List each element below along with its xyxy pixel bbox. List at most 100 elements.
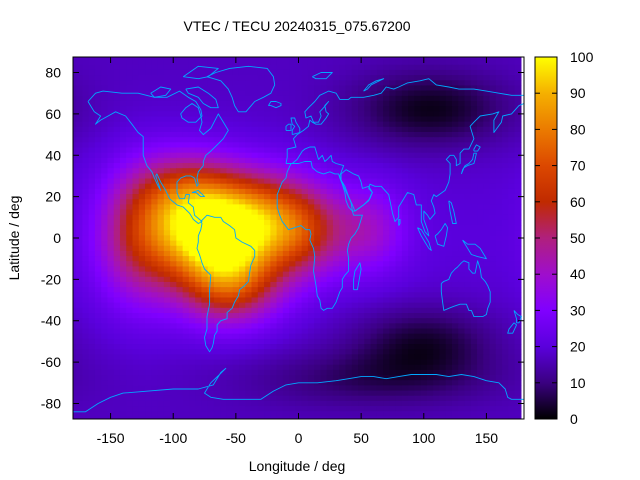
heatmap-cell xyxy=(339,369,347,376)
heatmap-cell xyxy=(307,328,315,335)
heatmap-cell xyxy=(426,194,434,200)
heatmap-cell xyxy=(94,312,102,319)
heatmap-cell xyxy=(245,281,253,288)
heatmap-cell xyxy=(401,106,409,112)
heatmap-cell xyxy=(232,209,240,216)
heatmap-cell xyxy=(495,297,503,304)
heatmap-cell xyxy=(345,344,353,350)
heatmap-cell xyxy=(426,214,434,221)
heatmap-cell xyxy=(138,137,146,143)
heatmap-cell xyxy=(126,385,134,392)
heatmap-cell xyxy=(151,354,159,361)
heatmap-cell xyxy=(383,75,390,81)
heatmap-cell xyxy=(489,323,497,330)
heatmap-cell xyxy=(301,338,309,345)
heatmap-cell xyxy=(320,59,328,66)
heatmap-cell xyxy=(370,214,378,221)
heatmap-cell xyxy=(88,390,96,397)
heatmap-cell xyxy=(426,240,434,247)
heatmap-cell xyxy=(107,152,115,159)
heatmap-cell xyxy=(383,261,390,268)
heatmap-cell xyxy=(145,131,152,138)
heatmap-cell xyxy=(514,209,522,216)
heatmap-cell xyxy=(370,137,378,143)
heatmap-cell xyxy=(301,344,309,350)
heatmap-cell xyxy=(226,147,234,154)
heatmap-cell xyxy=(145,344,152,350)
heatmap-cell xyxy=(182,106,190,112)
heatmap-cell xyxy=(151,390,159,397)
heatmap-cell xyxy=(170,271,177,278)
heatmap-cell xyxy=(276,395,284,402)
heatmap-cell xyxy=(226,75,234,81)
heatmap-cell xyxy=(107,375,115,381)
heatmap-cell xyxy=(345,323,353,330)
heatmap-cell xyxy=(489,380,497,386)
heatmap-cell xyxy=(295,323,303,330)
heatmap-cell xyxy=(351,57,359,61)
heatmap-cell xyxy=(301,406,309,412)
heatmap-cell xyxy=(213,163,221,169)
heatmap-cell xyxy=(245,57,253,61)
heatmap-cell xyxy=(433,147,441,154)
heatmap-cell xyxy=(270,385,278,392)
heatmap-cell xyxy=(433,214,441,221)
heatmap-cell xyxy=(88,225,96,231)
heatmap-cell xyxy=(264,59,271,66)
heatmap-cell xyxy=(514,250,522,257)
heatmap-cell xyxy=(264,214,271,221)
heatmap-cell xyxy=(207,219,215,226)
heatmap-cell xyxy=(433,375,441,381)
heatmap-cell xyxy=(257,230,265,237)
heatmap-cell xyxy=(295,297,303,304)
heatmap-cell xyxy=(119,69,127,76)
heatmap-cell xyxy=(389,240,397,247)
heatmap-cell xyxy=(82,178,90,185)
heatmap-cell xyxy=(414,406,422,412)
heatmap-cell xyxy=(483,75,491,81)
heatmap-cell xyxy=(451,312,459,319)
heatmap-cell xyxy=(364,338,372,345)
heatmap-cell xyxy=(395,95,403,102)
heatmap-cell xyxy=(226,390,234,397)
heatmap-cell xyxy=(458,256,466,262)
heatmap-cell xyxy=(470,245,478,252)
heatmap-cell xyxy=(326,266,334,273)
heatmap-cell xyxy=(351,281,359,288)
heatmap-cell xyxy=(489,100,497,107)
heatmap-cell xyxy=(138,95,146,102)
heatmap-cell xyxy=(307,281,315,288)
heatmap-cell xyxy=(94,292,102,299)
heatmap-cell xyxy=(401,111,409,118)
heatmap-cell xyxy=(276,209,284,216)
heatmap-cell xyxy=(470,292,478,299)
heatmap-cell xyxy=(282,297,290,304)
heatmap-cell xyxy=(320,168,328,174)
heatmap-cell xyxy=(314,276,322,283)
heatmap-cell xyxy=(232,266,240,273)
heatmap-cell xyxy=(238,354,246,361)
heatmap-cell xyxy=(207,297,215,304)
heatmap-cell xyxy=(420,163,428,169)
heatmap-cell xyxy=(320,219,328,226)
heatmap-cell xyxy=(389,354,397,361)
heatmap-cell xyxy=(451,256,459,262)
heatmap-cell xyxy=(245,111,253,118)
heatmap-cell xyxy=(489,333,497,340)
heatmap-cell xyxy=(301,95,309,102)
heatmap-cell xyxy=(439,209,447,216)
heatmap-cell xyxy=(82,111,90,118)
heatmap-cell xyxy=(477,90,484,97)
heatmap-cell xyxy=(514,385,522,392)
heatmap-cell xyxy=(483,292,491,299)
heatmap-cell xyxy=(132,406,140,412)
heatmap-cell xyxy=(188,395,196,402)
heatmap-cell xyxy=(282,163,290,169)
heatmap-cell xyxy=(489,57,497,61)
heatmap-cell xyxy=(257,297,265,304)
heatmap-cell xyxy=(176,199,184,205)
heatmap-cell xyxy=(264,395,271,402)
heatmap-cell xyxy=(182,230,190,237)
heatmap-cell xyxy=(195,199,203,205)
heatmap-cell xyxy=(464,219,472,226)
